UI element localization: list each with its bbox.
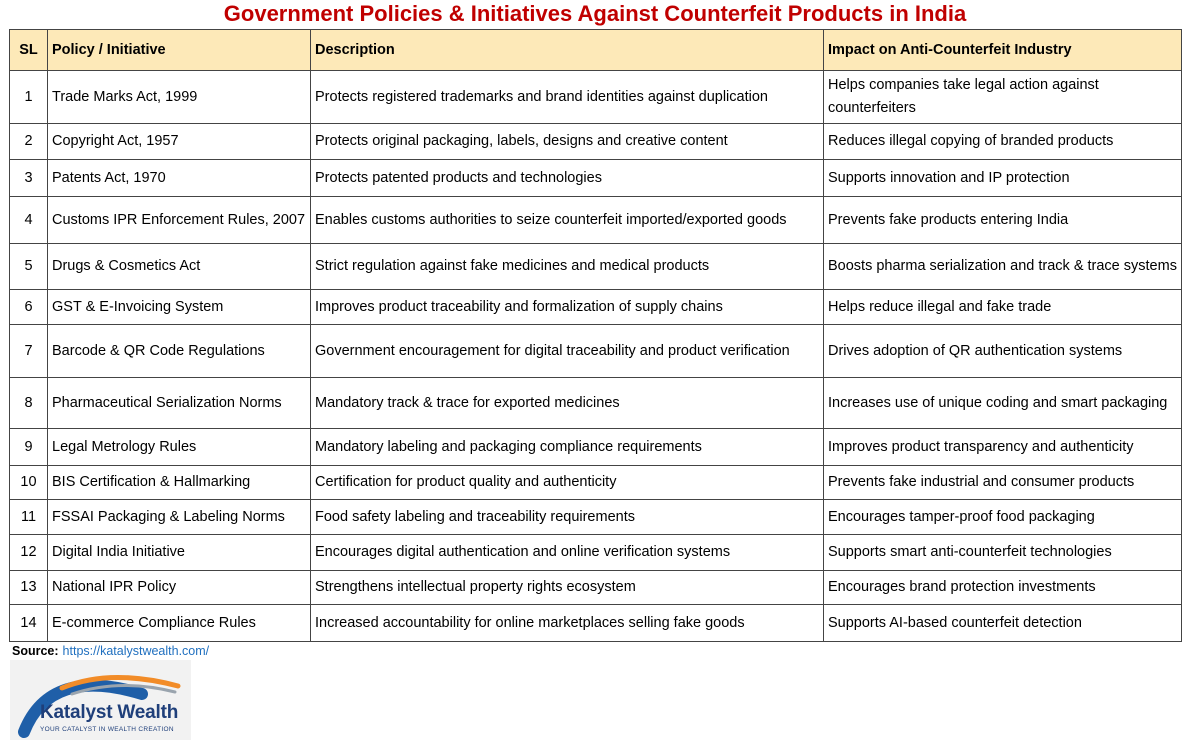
cell-sl: 11 — [9, 499, 48, 535]
cell-description: Strengthens intellectual property rights… — [310, 570, 824, 605]
cell-description: Increased accountability for online mark… — [310, 604, 824, 642]
logo-name: Katalyst Wealth — [40, 702, 179, 723]
cell-impact: Drives adoption of QR authentication sys… — [823, 324, 1182, 378]
cell-impact: Reduces illegal copying of branded produ… — [823, 123, 1182, 160]
cell-policy: Legal Metrology Rules — [47, 428, 311, 466]
cell-policy: BIS Certification & Hallmarking — [47, 465, 311, 500]
swoosh-logo-icon — [18, 674, 181, 738]
cell-policy: E-commerce Compliance Rules — [47, 604, 311, 642]
cell-description: Mandatory labeling and packaging complia… — [310, 428, 824, 466]
cell-sl: 10 — [9, 465, 48, 500]
cell-description: Improves product traceability and formal… — [310, 289, 824, 325]
cell-impact: Prevents fake products entering India — [823, 196, 1182, 244]
table-row: 1 Trade Marks Act, 1999 Protects registere… — [9, 70, 1182, 124]
cell-policy: FSSAI Packaging & Labeling Norms — [47, 499, 311, 535]
cell-description: Certification for product quality and au… — [310, 465, 824, 500]
cell-impact: Encourages tamper-proof food packaging — [823, 499, 1182, 535]
source-line: Source: https://katalystwealth.com/ — [12, 643, 209, 659]
cell-impact: Supports innovation and IP protection — [823, 159, 1182, 197]
cell-policy: GST & E-Invoicing System — [47, 289, 311, 325]
cell-sl: 8 — [9, 377, 48, 429]
cell-description: Enables customs authorities to seize cou… — [310, 196, 824, 244]
cell-impact: Boosts pharma serialization and track & … — [823, 243, 1182, 290]
cell-description: Strict regulation against fake medicines… — [310, 243, 824, 290]
table-row: 11 FSSAI Packaging & Labeling Norms Food s… — [9, 499, 1182, 535]
table-header-row: SL Policy / Initiative Description Impac… — [9, 29, 1182, 71]
header-policy: Policy / Initiative — [47, 29, 311, 71]
cell-impact: Supports smart anti-counterfeit technolo… — [823, 534, 1182, 571]
cell-description: Food safety labeling and traceability re… — [310, 499, 824, 535]
cell-sl: 5 — [9, 243, 48, 290]
cell-policy: National IPR Policy — [47, 570, 311, 605]
cell-sl: 6 — [9, 289, 48, 325]
cell-impact: Increases use of unique coding and smart… — [823, 377, 1182, 429]
source-link[interactable]: https://katalystwealth.com/ — [62, 644, 210, 658]
cell-description: Encourages digital authentication and on… — [310, 534, 824, 571]
header-impact: Impact on Anti-Counterfeit Industry — [823, 29, 1182, 71]
cell-sl: 3 — [9, 159, 48, 197]
table-row: 5 Drugs & Cosmetics Act Strict regulation … — [9, 243, 1182, 290]
cell-policy: Trade Marks Act, 1999 — [47, 70, 311, 124]
cell-impact: Prevents fake industrial and consumer pr… — [823, 465, 1182, 500]
table-row: 6 GST & E-Invoicing System Improves produc… — [9, 289, 1182, 325]
table-row: 9 Legal Metrology Rules Mandatory labeling… — [9, 428, 1182, 466]
cell-sl: 2 — [9, 123, 48, 160]
cell-impact: Improves product transparency and authen… — [823, 428, 1182, 466]
cell-impact: Encourages brand protection investments — [823, 570, 1182, 605]
cell-sl: 14 — [9, 604, 48, 642]
cell-description: Protects registered trademarks and brand… — [310, 70, 824, 124]
cell-policy: Copyright Act, 1957 — [47, 123, 311, 160]
cell-impact: Supports AI-based counterfeit detection — [823, 604, 1182, 642]
cell-sl: 13 — [9, 570, 48, 605]
cell-sl: 12 — [9, 534, 48, 571]
katalyst-wealth-logo: Katalyst Wealth YOUR CATALYST IN WEALTH … — [10, 660, 191, 740]
cell-description: Protects original packaging, labels, des… — [310, 123, 824, 160]
cell-impact: Helps companies take legal action agains… — [823, 70, 1182, 124]
cell-description: Government encouragement for digital tra… — [310, 324, 824, 378]
page-title: Government Policies & Initiatives Agains… — [223, 1, 967, 26]
table-row: 12 Digital India Initiative Encourages dig… — [9, 534, 1182, 571]
policy-table: SL Policy / Initiative Description Impac… — [9, 29, 1182, 642]
cell-policy: Barcode & QR Code Regulations — [47, 324, 311, 378]
cell-description: Protects patented products and technolog… — [310, 159, 824, 197]
logo-tagline: YOUR CATALYST IN WEALTH CREATION — [40, 726, 174, 733]
table-row: 14 E-commerce Compliance Rules Increased a… — [9, 604, 1182, 642]
table-row: 3 Patents Act, 1970 Protects patented prod… — [9, 159, 1182, 197]
cell-sl: 1 — [9, 70, 48, 124]
table-row: 4 Customs IPR Enforcement Rules, 2007 Enab… — [9, 196, 1182, 244]
cell-policy: Pharmaceutical Serialization Norms — [47, 377, 311, 429]
cell-sl: 9 — [9, 428, 48, 466]
table-row: 13 National IPR Policy Strengthens intelle… — [9, 570, 1182, 605]
table-row: 7 Barcode & QR Code Regulations Government… — [9, 324, 1182, 378]
table-row: 8 Pharmaceutical Serialization Norms Manda… — [9, 377, 1182, 429]
cell-policy: Customs IPR Enforcement Rules, 2007 — [47, 196, 311, 244]
header-description: Description — [310, 29, 824, 71]
cell-description: Mandatory track & trace for exported med… — [310, 377, 824, 429]
cell-impact: Helps reduce illegal and fake trade — [823, 289, 1182, 325]
cell-policy: Digital India Initiative — [47, 534, 311, 571]
cell-policy: Patents Act, 1970 — [47, 159, 311, 197]
header-sl: SL — [9, 29, 48, 71]
cell-sl: 7 — [9, 324, 48, 378]
cell-policy: Drugs & Cosmetics Act — [47, 243, 311, 290]
table-row: 2 Copyright Act, 1957 Protects original pa… — [9, 123, 1182, 160]
source-label: Source: — [12, 644, 59, 658]
cell-sl: 4 — [9, 196, 48, 244]
table-row: 10 BIS Certification & Hallmarking Certifi… — [9, 465, 1182, 500]
